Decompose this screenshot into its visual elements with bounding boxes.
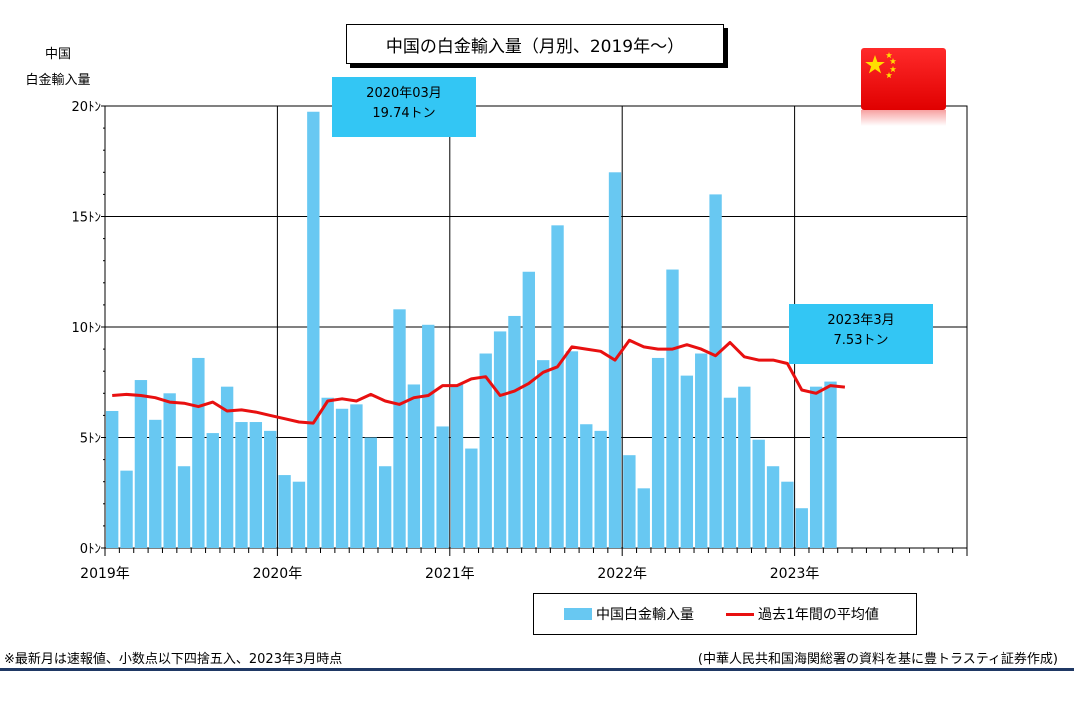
y-tick-label: 0ﾄﾝ xyxy=(80,542,101,557)
bar-series xyxy=(106,111,837,549)
legend-bar-label: 中国白金輸入量 xyxy=(596,607,694,623)
bar xyxy=(249,422,263,548)
chart-title: 中国の白金輸入量（月別、2019年～） xyxy=(346,24,724,64)
bar xyxy=(565,351,579,548)
bar xyxy=(723,397,737,548)
bar xyxy=(695,353,708,548)
bar xyxy=(206,433,219,548)
bar xyxy=(292,481,306,548)
bar xyxy=(378,466,392,548)
bar xyxy=(134,380,148,548)
x-tick-labels: 2019年 2020年 2021年 2022年 2023年 xyxy=(80,566,819,582)
bar xyxy=(350,404,363,548)
callout-2023-03: 2023年3月 7.53トン xyxy=(789,304,933,364)
x-tick-label: 2023年 xyxy=(770,566,820,582)
bar xyxy=(177,466,191,548)
y-tick-label: 5ﾄﾝ xyxy=(80,432,101,447)
bar xyxy=(809,386,823,548)
average-line xyxy=(112,338,846,425)
bar xyxy=(752,439,765,548)
bar xyxy=(235,422,248,548)
bar xyxy=(551,225,564,548)
bar xyxy=(307,111,320,548)
legend-item-line: 過去1年間の平均値 xyxy=(694,604,879,624)
callout-2020-03-date: 2020年03月 xyxy=(366,86,442,101)
x-tick-label: 2022年 xyxy=(597,566,647,582)
bar xyxy=(479,353,492,548)
legend-line-swatch xyxy=(726,612,754,616)
y-axis-label-line1: 中国 xyxy=(44,47,71,62)
y-tick-label: 20ﾄﾝ xyxy=(71,100,101,115)
bar xyxy=(680,375,694,548)
callout-2020-03: 2020年03月 19.74トン xyxy=(332,77,476,137)
flag-reflection xyxy=(861,110,946,126)
bar xyxy=(422,324,435,548)
y-axis-label-line2: 白金輸入量 xyxy=(25,73,91,88)
y-axis-label: 中国 白金輸入量 xyxy=(22,42,94,94)
bar xyxy=(666,269,679,548)
footnote-left: ※最新月は速報値、小数点以下四捨五入、2023年3月時点 xyxy=(4,652,343,667)
bar xyxy=(264,430,277,548)
y-tick-labels: 0ﾄﾝ 5ﾄﾝ 10ﾄﾝ 15ﾄﾝ 20ﾄﾝ xyxy=(71,100,101,557)
bar xyxy=(795,508,808,548)
bottom-rule xyxy=(0,668,1074,671)
bar xyxy=(192,357,205,548)
bar xyxy=(623,455,636,548)
legend-bar-swatch xyxy=(564,608,592,620)
bar xyxy=(537,360,550,548)
bar xyxy=(393,309,406,548)
x-tick-label: 2020年 xyxy=(253,566,303,582)
bar xyxy=(120,470,133,548)
bar xyxy=(278,475,291,548)
bar xyxy=(335,408,349,548)
bar xyxy=(407,384,421,548)
legend: 中国白金輸入量 過去1年間の平均値 xyxy=(533,593,917,635)
callout-2023-03-date: 2023年3月 xyxy=(827,313,895,328)
china-flag-icon xyxy=(861,48,946,110)
bar xyxy=(709,194,722,548)
bar xyxy=(450,384,464,548)
x-tick-label: 2019年 xyxy=(80,566,130,582)
bar xyxy=(508,315,521,548)
bar xyxy=(163,393,176,548)
footnote-right: (中華人民共和国海関総署の資料を基に豊トラスティ証券作成) xyxy=(697,652,1058,667)
bar xyxy=(766,466,780,548)
bar xyxy=(651,357,665,548)
y-tick-label: 10ﾄﾝ xyxy=(71,321,101,336)
bar xyxy=(522,271,535,548)
legend-item-bar: 中国白金輸入量 xyxy=(534,604,694,624)
axis-ticks xyxy=(101,105,968,556)
y-tick-label: 15ﾄﾝ xyxy=(71,211,101,226)
bar xyxy=(738,386,751,548)
bar xyxy=(465,448,478,548)
bar xyxy=(364,437,377,548)
bar xyxy=(637,488,650,548)
bar xyxy=(781,481,794,548)
bar xyxy=(321,397,334,548)
callout-2023-03-value: 7.53トン xyxy=(833,333,889,348)
x-tick-label: 2021年 xyxy=(425,566,475,582)
callout-2020-03-value: 19.74トン xyxy=(372,106,436,121)
bar xyxy=(594,430,607,548)
legend-line-label: 過去1年間の平均値 xyxy=(758,607,879,623)
bar xyxy=(106,410,119,548)
bar xyxy=(580,424,593,548)
bar xyxy=(436,426,449,548)
bar xyxy=(149,419,162,548)
bar xyxy=(493,331,507,548)
bar xyxy=(824,381,837,548)
bar xyxy=(220,386,234,548)
